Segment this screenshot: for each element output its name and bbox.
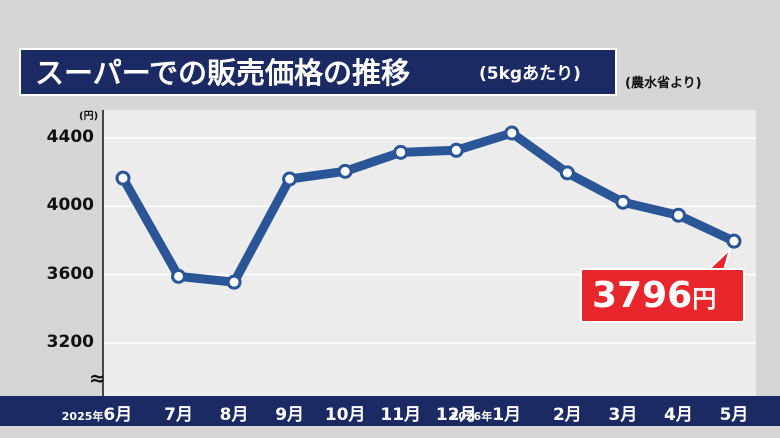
x-tick-label-2: 8月 [219, 405, 249, 425]
chart-title: スーパーでの販売価格の推移 [35, 56, 410, 90]
x-tick-label-7: 2026年1月 [450, 405, 522, 425]
callout-pointer [705, 245, 732, 271]
data-point-9 [615, 194, 631, 210]
data-point-2 [226, 274, 242, 290]
data-point-11 [726, 233, 742, 249]
x-tick-label-3: 9月 [275, 405, 305, 425]
x-axis-bar: 2025年6月 7月 8月 9月 10月 11月 12月 2026年1月 2月 3月 4月 5月 [0, 396, 780, 426]
latest-price-number: 3796 [592, 275, 693, 316]
data-point-3 [282, 171, 298, 187]
y-tick-label-3200: 3200 [46, 332, 94, 352]
x-tick-label-10: 4月 [664, 405, 693, 425]
chart-subtitle: (5kgあたり) [479, 64, 581, 84]
y-tick-label-3600: 3600 [46, 263, 94, 284]
y-tick-label-4000: 4000 [46, 195, 94, 216]
price-series-line [118, 128, 739, 287]
data-point-5 [393, 144, 409, 160]
x-tick-label-5: 11月 [380, 405, 422, 425]
x-tick-label-9: 3月 [608, 405, 638, 425]
latest-price-unit: 円 [692, 285, 717, 313]
latest-price-value: 3796円 [592, 274, 716, 321]
source-note: (農水省より) [625, 76, 702, 91]
plot-area [103, 110, 756, 396]
data-point-10 [670, 207, 686, 223]
y-axis-label: (円) [79, 111, 99, 122]
latest-price-callout: 3796円 [580, 268, 745, 323]
x-tick-label-8: 2月 [552, 405, 582, 425]
x-tick-label-0: 2025年6月 [61, 405, 133, 425]
data-point-8 [559, 165, 575, 181]
title-banner: スーパーでの販売価格の推移 (5kgあたり) [19, 48, 617, 96]
data-point-1 [171, 268, 187, 284]
axis-break-mark: ≈ [89, 366, 106, 390]
x-tick-label-4: 10月 [324, 405, 366, 425]
data-point-4 [337, 163, 353, 179]
data-point-0 [115, 170, 131, 186]
data-point-7 [504, 125, 520, 141]
y-tick-label-4400: 4400 [46, 127, 94, 147]
x-tick-label-1: 7月 [164, 405, 193, 425]
x-tick-label-11: 5月 [719, 405, 749, 425]
data-point-6 [448, 142, 464, 158]
x-tick-label-6: 12月 [435, 405, 477, 425]
